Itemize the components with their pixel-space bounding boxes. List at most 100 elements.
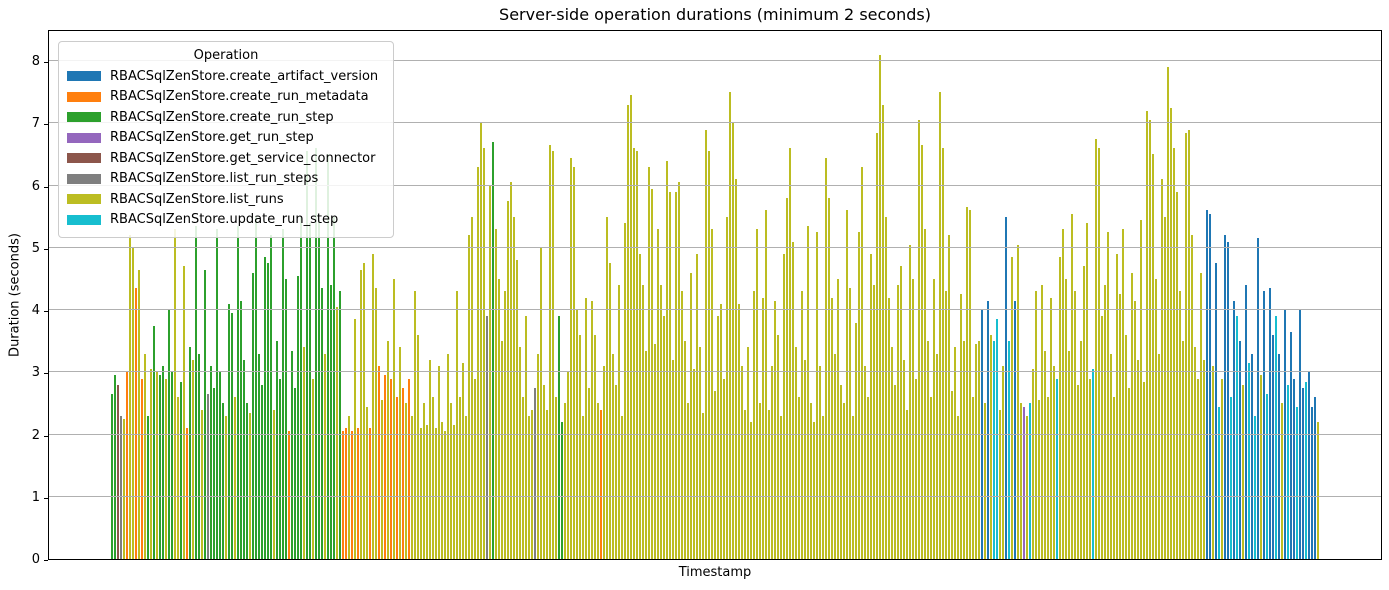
bar — [1158, 353, 1160, 559]
bar — [828, 197, 830, 559]
bar — [372, 254, 374, 559]
bar — [501, 341, 503, 559]
bar — [885, 216, 887, 559]
legend-swatch-create-artifact-version — [67, 71, 101, 82]
bar — [219, 372, 221, 559]
bar — [612, 353, 614, 559]
bar — [345, 428, 347, 559]
y-tick-label: 4 — [31, 303, 40, 318]
bar — [375, 288, 377, 559]
bar — [933, 278, 935, 559]
bar — [597, 403, 599, 559]
bar — [687, 403, 689, 559]
bar — [603, 366, 605, 559]
bar — [120, 415, 122, 559]
bar — [276, 341, 278, 559]
bar — [165, 378, 167, 559]
bar — [336, 306, 338, 559]
bar — [1011, 257, 1013, 559]
y-tick-mark — [44, 248, 48, 250]
bar — [1119, 294, 1121, 559]
bar — [1185, 132, 1187, 559]
bar — [951, 390, 953, 559]
bar — [1107, 232, 1109, 559]
bar — [900, 266, 902, 559]
bar — [846, 210, 848, 559]
bar — [1242, 384, 1244, 559]
bar — [153, 325, 155, 559]
bar — [654, 344, 656, 559]
bar — [1284, 310, 1286, 559]
bar — [1302, 387, 1304, 559]
bar — [405, 403, 407, 559]
bar — [600, 409, 602, 559]
bar — [222, 403, 224, 559]
bar — [819, 366, 821, 559]
bar — [450, 403, 452, 559]
bar — [414, 291, 416, 559]
bar — [1305, 381, 1307, 559]
bar — [744, 409, 746, 559]
bar — [1170, 107, 1172, 559]
bar — [249, 412, 251, 559]
bar — [360, 269, 362, 559]
bar — [183, 266, 185, 559]
legend-item-label: RBACSqlZenStore.get_run_step — [110, 130, 314, 146]
y-tick-mark — [44, 62, 48, 63]
bar — [798, 397, 800, 559]
bar — [1299, 310, 1301, 559]
bar — [1266, 394, 1268, 559]
bar — [954, 347, 956, 559]
bar — [441, 422, 443, 559]
bar — [282, 229, 284, 559]
bar — [1311, 406, 1313, 559]
bar — [684, 341, 686, 559]
bar — [990, 334, 992, 559]
bar — [825, 157, 827, 559]
bar — [438, 366, 440, 559]
bar — [312, 378, 314, 559]
bar — [741, 366, 743, 559]
bar — [117, 384, 119, 559]
bar — [861, 166, 863, 559]
bar — [393, 278, 395, 559]
bar — [1080, 341, 1082, 559]
bar — [1251, 353, 1253, 559]
gridline — [49, 309, 1381, 310]
bar — [1236, 316, 1238, 559]
y-tick-label: 6 — [31, 178, 40, 194]
bar — [648, 166, 650, 559]
bar — [162, 366, 164, 559]
bar — [681, 291, 683, 559]
bar — [246, 403, 248, 559]
bar — [1200, 272, 1202, 559]
bar — [225, 415, 227, 559]
legend-item-label: RBACSqlZenStore.create_artifact_version — [110, 68, 379, 84]
bar — [411, 415, 413, 559]
gridline — [49, 184, 1381, 186]
bar — [789, 148, 791, 559]
bar — [261, 384, 263, 559]
bar — [873, 285, 875, 559]
bar — [999, 409, 1001, 559]
y-tick-label: 2 — [31, 427, 40, 443]
bar — [402, 387, 404, 559]
bar — [426, 425, 428, 559]
bar — [1041, 285, 1043, 559]
bar — [1122, 229, 1124, 559]
bar — [666, 160, 668, 559]
bar — [1221, 378, 1223, 559]
bar — [435, 428, 437, 559]
bar — [516, 260, 518, 559]
bar — [621, 415, 623, 559]
legend-item-label: RBACSqlZenStore.list_runs — [110, 191, 284, 207]
gridline — [49, 122, 1381, 124]
bar — [1014, 300, 1016, 559]
bar — [1134, 300, 1136, 559]
legend-item: RBACSqlZenStore.get_run_step — [67, 128, 385, 149]
bar — [816, 232, 818, 559]
bar — [717, 316, 719, 559]
bar — [255, 216, 257, 559]
bar — [1017, 244, 1019, 559]
bar — [159, 375, 161, 559]
